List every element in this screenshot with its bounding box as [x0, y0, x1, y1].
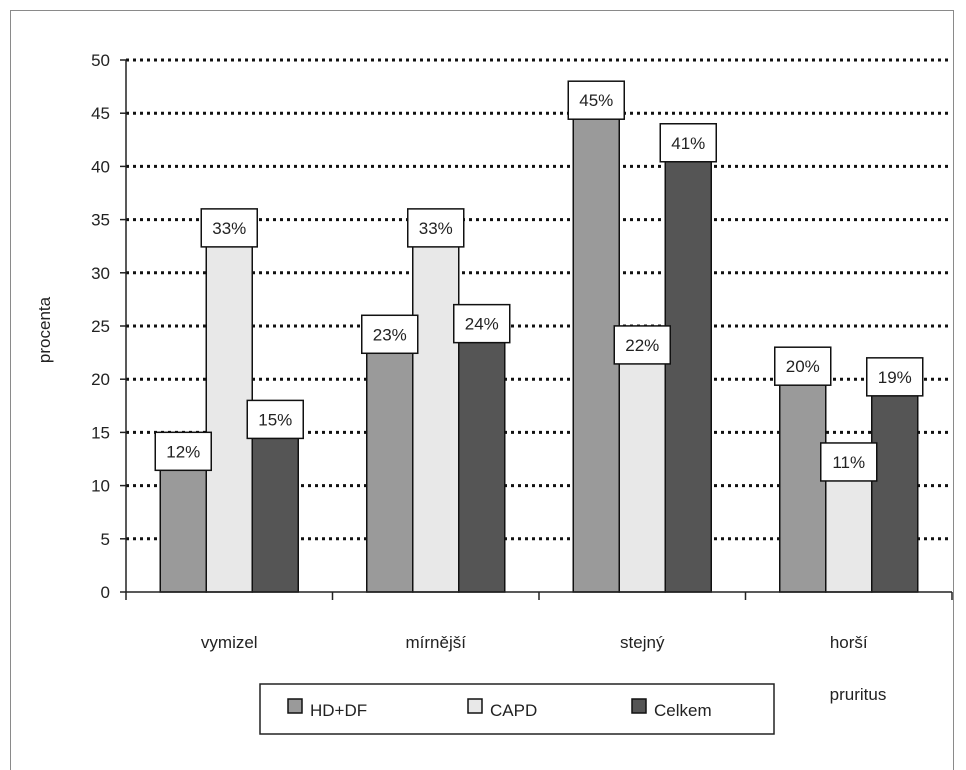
bar: [251, 431, 299, 593]
legend-label: CAPD: [490, 701, 537, 720]
data-label-box: [154, 431, 212, 472]
bar: [366, 346, 414, 593]
axes: [125, 60, 953, 600]
bar: [618, 357, 666, 593]
y-tick-label: 20: [91, 370, 110, 389]
data-label: 33%: [212, 219, 246, 238]
y-tick-label: 45: [91, 104, 110, 123]
category-label: horší: [830, 633, 868, 652]
data-label-box: [246, 399, 304, 440]
bar: [412, 240, 460, 593]
bar: [458, 335, 506, 593]
category-label: stejný: [620, 633, 665, 652]
legend-label: Celkem: [654, 701, 712, 720]
data-label-box: [407, 208, 465, 248]
y-axis-ticks: 0 5 10 15 20 25 30 35 40 45 50: [91, 51, 126, 602]
bar: [779, 378, 827, 593]
x-axis-label: pruritus: [830, 685, 887, 704]
bar: [871, 389, 919, 593]
legend-label: HD+DF: [310, 701, 367, 720]
data-label: 19%: [878, 368, 912, 387]
data-label-box: [361, 314, 419, 355]
legend-swatch: [287, 698, 303, 714]
bar: [664, 155, 712, 593]
data-label: 23%: [373, 325, 407, 344]
legend-swatch: [631, 698, 647, 714]
category-label: mírnější: [406, 633, 467, 652]
y-tick-label: 5: [101, 530, 110, 549]
data-label: 24%: [465, 315, 499, 334]
data-label: 20%: [786, 357, 820, 376]
legend: HD+DF CAPD Celkem: [259, 683, 775, 735]
data-label: 22%: [625, 336, 659, 355]
y-tick-label: 35: [91, 211, 110, 230]
data-label: 33%: [419, 219, 453, 238]
bar: [572, 112, 620, 593]
y-axis-label: procenta: [35, 296, 54, 363]
y-tick-label: 0: [101, 583, 110, 602]
data-label-box: [774, 346, 832, 386]
y-tick-label: 25: [91, 317, 110, 336]
data-label-box: [866, 357, 924, 397]
data-label-box: [453, 303, 511, 344]
chart-frame: [10, 10, 954, 770]
data-label-box: [567, 80, 625, 120]
bar: [159, 463, 207, 593]
legend-swatch: [467, 698, 483, 714]
y-tick-label: 30: [91, 264, 110, 283]
category-label: vymizel: [201, 633, 258, 652]
data-label-box: [820, 442, 878, 482]
data-label-box: [200, 208, 258, 248]
y-tick-label: 10: [91, 477, 110, 496]
data-label: 45%: [579, 91, 613, 110]
legend-box: [259, 683, 775, 735]
data-label: 11%: [832, 453, 865, 472]
bar: [205, 240, 253, 593]
data-label-box: [659, 123, 717, 163]
data-label-box: [613, 325, 671, 365]
y-tick-label: 50: [91, 51, 110, 70]
data-labels: 12% 33% 15% 23% 33% 24% 45% 22% 41% 20% 11% 19%: [154, 80, 924, 482]
y-tick-label: 15: [91, 423, 110, 442]
data-label: 15%: [258, 410, 292, 429]
category-labels: vymizel mírnější stejný horší: [201, 633, 868, 652]
data-label: 41%: [671, 134, 705, 153]
data-label: 12%: [166, 442, 200, 461]
y-tick-label: 40: [91, 157, 110, 176]
bar: [825, 474, 873, 593]
